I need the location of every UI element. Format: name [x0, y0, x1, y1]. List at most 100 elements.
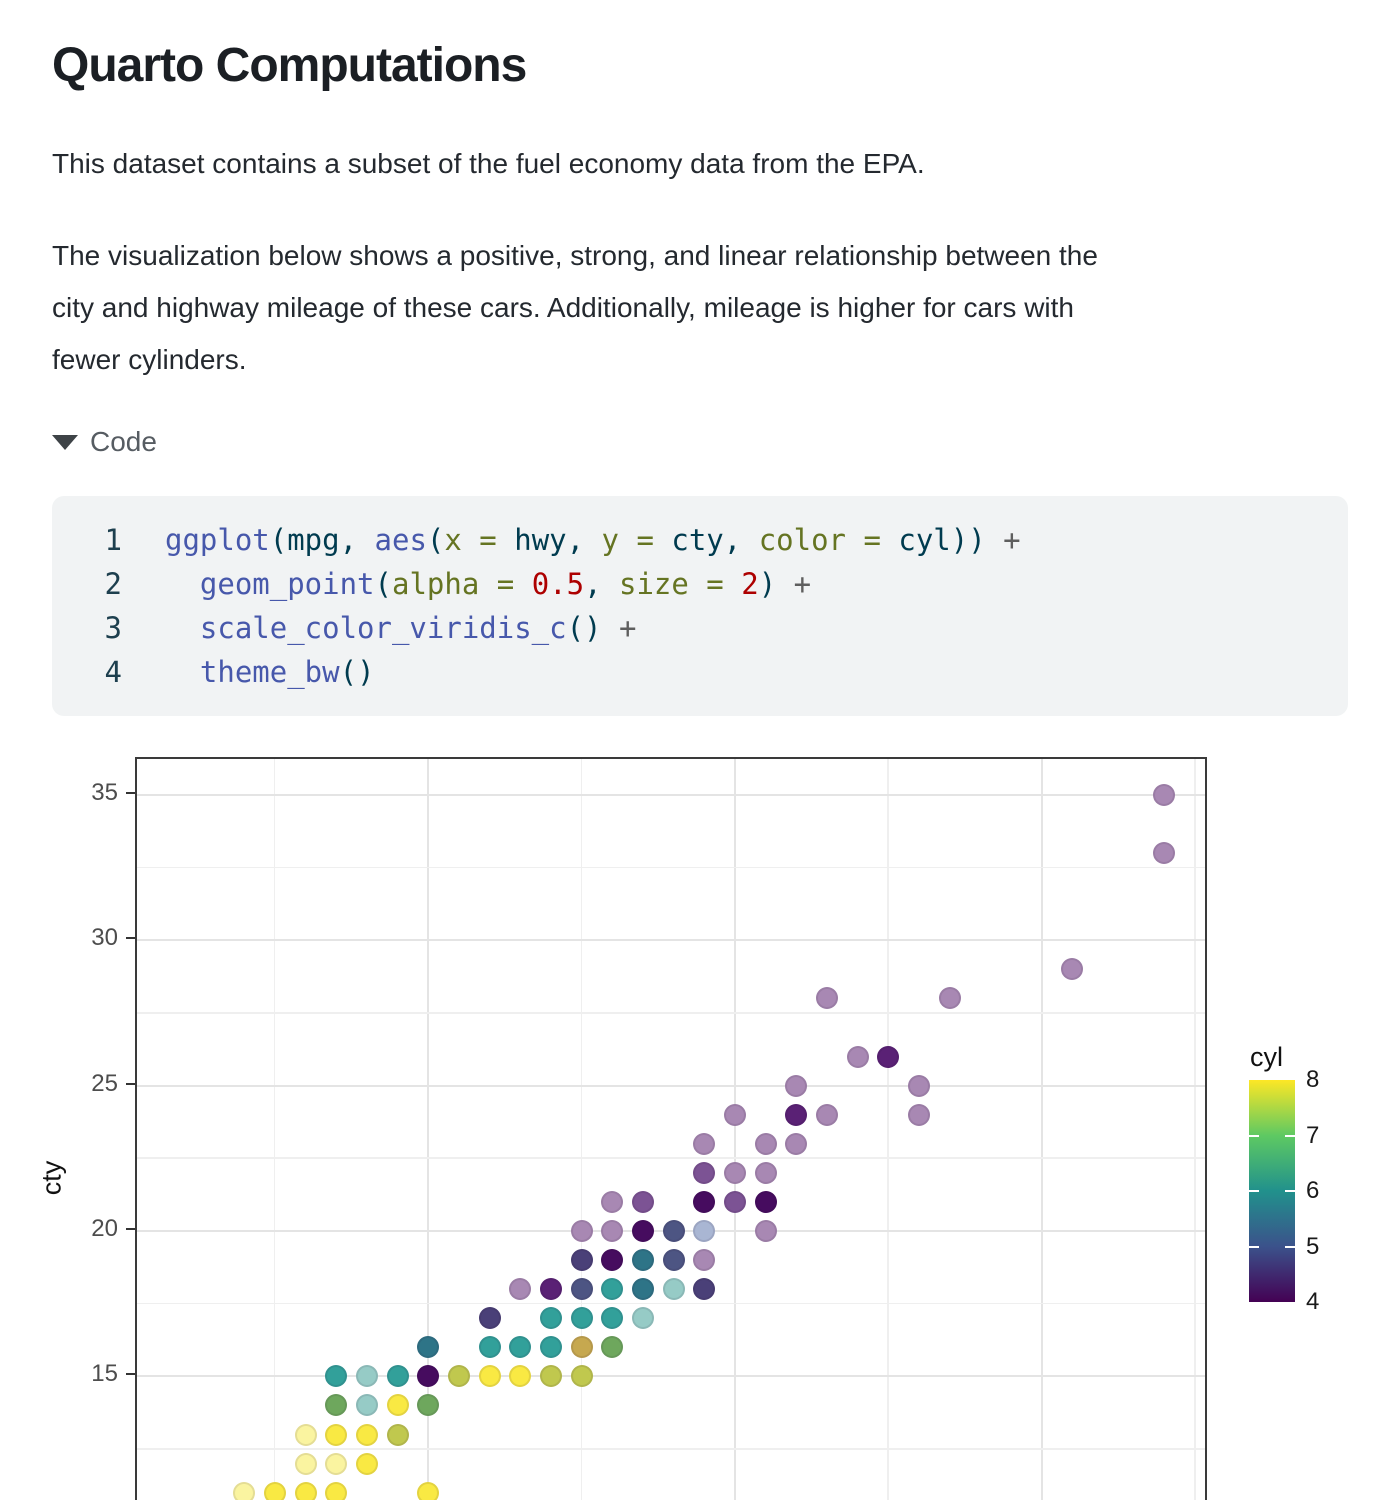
- code-text: scale_color_viridis_c() +: [165, 606, 637, 650]
- data-point: [754, 1132, 777, 1155]
- data-point: [601, 1190, 624, 1213]
- code-token: (mpg,: [269, 523, 375, 557]
- code-token: theme_bw: [199, 655, 340, 689]
- code-line: 4 theme_bw(): [52, 650, 1348, 694]
- data-point: [417, 1394, 440, 1417]
- data-point: [662, 1278, 685, 1301]
- data-point: [509, 1365, 532, 1388]
- data-point: [816, 987, 838, 1010]
- code-token: 0.5: [531, 567, 585, 601]
- data-point: [631, 1278, 654, 1301]
- data-point: [294, 1423, 317, 1446]
- y-tick-mark: [126, 792, 135, 794]
- code-token: color =: [758, 523, 899, 557]
- data-point: [355, 1365, 378, 1388]
- legend-title: cyl: [1250, 1042, 1283, 1072]
- y-tick-mark: [126, 1228, 135, 1231]
- data-point: [601, 1249, 624, 1272]
- data-point: [294, 1481, 317, 1500]
- code-token: (: [426, 523, 445, 557]
- data-point: [386, 1423, 409, 1446]
- data-point: [386, 1394, 409, 1417]
- data-point: [570, 1336, 593, 1359]
- code-token: cty: [671, 523, 724, 557]
- data-point: [355, 1423, 378, 1446]
- description-line: city and highway mileage of these cars. …: [52, 292, 1074, 323]
- code-line: 1 ggplot(mpg, aes(x = hwy, y = cty, color…: [52, 518, 1348, 562]
- code-token: aes: [374, 523, 427, 557]
- data-point: [693, 1249, 716, 1272]
- data-point: [601, 1336, 624, 1359]
- code-token: y =: [601, 523, 672, 557]
- code-token: ggplot: [165, 523, 270, 557]
- data-point: [908, 1074, 931, 1097]
- data-point: [631, 1190, 654, 1213]
- data-point: [355, 1394, 378, 1417]
- code-token: size =: [619, 567, 742, 601]
- data-point: [325, 1394, 348, 1417]
- data-point: [539, 1365, 562, 1388]
- data-point: [325, 1452, 348, 1475]
- data-point: [693, 1190, 716, 1213]
- data-point: [754, 1190, 777, 1213]
- data-point: [417, 1365, 440, 1388]
- data-point: [1153, 784, 1176, 806]
- code-token: hwy: [514, 523, 567, 557]
- data-point: [785, 1103, 808, 1126]
- code-token: x =: [444, 523, 515, 557]
- data-point: [631, 1249, 654, 1272]
- code-token: (): [566, 611, 619, 645]
- code-token: +: [618, 611, 637, 645]
- plot-panel: [135, 757, 1207, 1500]
- code-token: ): [758, 567, 794, 601]
- gridline-vertical-minor: [273, 759, 276, 1500]
- code-token: ,: [566, 523, 602, 557]
- data-point: [631, 1220, 654, 1243]
- gridline-horizontal-minor: [137, 1012, 1205, 1014]
- data-point: [1153, 842, 1176, 865]
- data-point: [601, 1278, 624, 1301]
- colorbar-tick: [1285, 1190, 1295, 1192]
- data-point: [693, 1161, 716, 1184]
- data-point: [478, 1365, 501, 1388]
- data-point: [1061, 958, 1084, 981]
- data-point: [509, 1278, 532, 1301]
- gridline-vertical-minor: [1194, 759, 1196, 1500]
- code-token: scale_color_viridis_c: [199, 611, 567, 645]
- gridline-horizontal-minor: [137, 866, 1205, 869]
- gridline-vertical-minor: [580, 759, 583, 1500]
- data-point: [539, 1336, 562, 1359]
- legend-tick-label: 6: [1306, 1177, 1320, 1204]
- data-point: [846, 1045, 869, 1068]
- data-point: [724, 1161, 746, 1184]
- code-block: 1 ggplot(mpg, aes(x = hwy, y = cty, color…: [52, 496, 1348, 716]
- gridline-horizontal-minor: [137, 1302, 1205, 1305]
- line-number: 4: [104, 655, 122, 689]
- legend-tick-label: 8: [1306, 1066, 1320, 1093]
- legend-tick-label: 4: [1306, 1288, 1320, 1315]
- legend-tick-label: 7: [1306, 1121, 1320, 1149]
- code-token: ,: [723, 523, 759, 557]
- data-point: [233, 1481, 256, 1500]
- code-token: alpha =: [392, 567, 532, 601]
- y-tick-mark: [126, 1082, 135, 1085]
- line-number: 2: [104, 567, 122, 601]
- data-point: [785, 1074, 808, 1097]
- data-point: [478, 1307, 501, 1330]
- code-token: +: [793, 567, 812, 601]
- data-point: [693, 1220, 716, 1243]
- gridline-vertical-major: [734, 759, 736, 1500]
- data-point: [509, 1336, 532, 1359]
- data-point: [693, 1278, 716, 1301]
- data-point: [325, 1365, 348, 1388]
- data-point: [386, 1365, 409, 1388]
- code-text: ggplot(mpg, aes(x = hwy, y = cty, color …: [165, 518, 1021, 562]
- code-token: geom_point: [199, 567, 375, 601]
- data-point: [263, 1481, 286, 1500]
- gridline-horizontal-major: [137, 1084, 1205, 1087]
- code-disclosure-toggle[interactable]: Code: [52, 424, 1348, 460]
- data-point: [570, 1365, 593, 1388]
- data-point: [539, 1307, 562, 1330]
- data-point: [325, 1481, 348, 1500]
- code-token: +: [1003, 523, 1021, 557]
